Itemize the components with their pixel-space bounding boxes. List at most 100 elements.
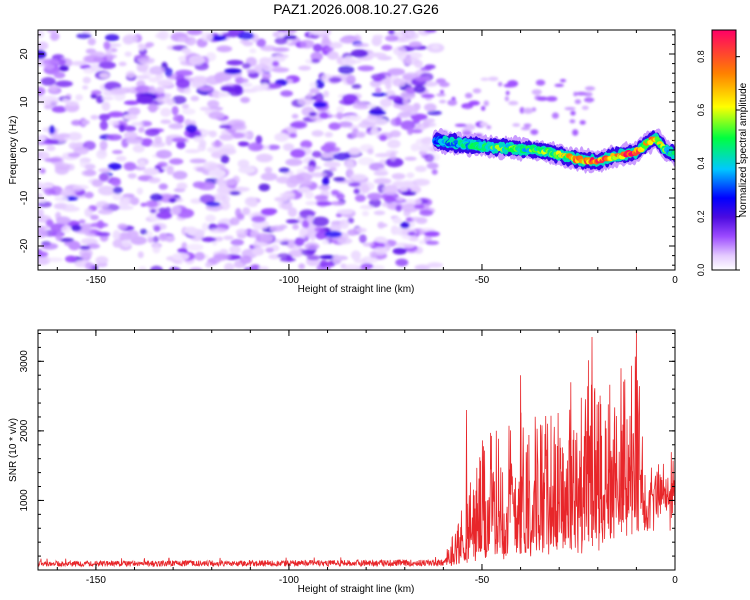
noise-speckle-blob <box>121 239 132 248</box>
noise-speckle-blob <box>327 51 339 60</box>
noise-speckle-blob <box>171 137 187 143</box>
noise-speckle-blob <box>155 149 172 159</box>
noise-speckle-blob <box>129 197 140 206</box>
noise-speckle-blob <box>306 254 321 261</box>
noise-speckle-blob <box>356 131 367 139</box>
colorbar-tick-label: 0.8 <box>696 50 706 63</box>
noise-speckle-blob <box>255 153 273 163</box>
noise-speckle-blob <box>223 179 237 186</box>
noise-speckle-blob <box>310 30 324 36</box>
noise-speckle-blob <box>388 30 395 35</box>
noise-speckle-blob <box>171 106 179 116</box>
noise-speckle-blob <box>454 123 467 127</box>
noise-speckle-blob <box>148 177 161 184</box>
noise-speckle-blob <box>216 45 233 53</box>
noise-speckle-blob <box>150 265 163 270</box>
noise-speckle-blob <box>404 156 417 161</box>
noise-speckle-blob <box>414 198 422 205</box>
noise-speckle-blob <box>507 80 519 88</box>
noise-speckle-blob <box>44 104 53 110</box>
noise-speckle-blob <box>190 198 203 204</box>
noise-speckle-blob <box>116 205 134 211</box>
noise-speckle-blob <box>322 239 329 245</box>
noise-speckle-blob <box>385 157 404 168</box>
noise-speckle-blob <box>220 85 236 92</box>
noise-speckle-blob <box>357 157 375 166</box>
noise-speckle-blob <box>308 111 317 117</box>
noise-speckle-blob <box>260 172 278 181</box>
noise-speckle-blob <box>348 147 361 155</box>
noise-speckle-blob <box>59 237 75 243</box>
noise-speckle-blob <box>472 88 482 94</box>
noise-speckle-blob <box>400 221 410 229</box>
noise-speckle-blob <box>125 138 143 145</box>
noise-speckle-blob <box>299 227 309 236</box>
noise-speckle-blob <box>584 86 596 91</box>
noise-speckle-blob <box>219 134 235 141</box>
noise-speckle-blob <box>199 139 207 148</box>
noise-speckle-blob <box>155 86 165 95</box>
noise-speckle-blob <box>242 207 251 216</box>
snr-frame <box>37 329 676 571</box>
noise-speckle-blob <box>138 126 145 133</box>
noise-speckle-blob <box>414 264 431 270</box>
noise-speckle-blob <box>91 179 104 188</box>
noise-speckle-blob <box>480 77 490 81</box>
noise-speckle-blob <box>260 208 277 216</box>
noise-speckle-blob <box>300 140 313 149</box>
noise-speckle-blob <box>209 227 228 234</box>
noise-speckle-blob <box>143 167 160 176</box>
noise-speckle-blob <box>255 135 263 144</box>
noise-speckle-blob <box>169 158 184 165</box>
noise-speckle-blob <box>410 129 423 134</box>
noise-speckle-blob <box>99 120 109 131</box>
noise-speckle-blob <box>285 158 303 166</box>
noise-speckle-blob <box>194 251 205 261</box>
noise-speckle-blob <box>127 107 141 116</box>
noise-speckle-blob <box>189 267 203 270</box>
noise-speckle-blob <box>387 68 406 76</box>
noise-speckle-blob <box>530 129 539 136</box>
noise-speckle-blob <box>299 39 315 49</box>
noise-speckle-blob <box>98 173 109 182</box>
noise-speckle-blob <box>235 228 249 236</box>
noise-speckle-blob <box>298 65 311 71</box>
noise-speckle-blob <box>201 237 217 242</box>
spectrogram-y-tick-label: 10 <box>19 96 30 108</box>
noise-speckle-blob <box>551 112 559 119</box>
noise-speckle-blob <box>372 34 384 40</box>
noise-speckle-blob <box>38 86 46 96</box>
noise-speckle-blob <box>124 125 137 132</box>
noise-speckle-blob <box>235 208 242 218</box>
noise-speckle-blob <box>38 151 50 160</box>
noise-speckle-blob <box>373 77 383 82</box>
noise-speckle-blob <box>138 160 146 169</box>
noise-speckle-blob <box>330 223 342 233</box>
noise-speckle-blob <box>97 220 105 229</box>
noise-speckle-blob <box>123 131 138 140</box>
noise-speckle-blob <box>201 32 214 42</box>
noise-speckle-blob <box>115 155 127 162</box>
noise-speckle-blob <box>65 100 79 107</box>
noise-speckle-blob <box>110 178 121 187</box>
noise-speckle-blob <box>136 64 148 73</box>
snr-y-axis-label: SNR (10 * v/v) <box>8 418 19 482</box>
noise-speckle-blob <box>447 99 458 106</box>
colorbar-tick-label: 0.4 <box>696 157 706 170</box>
noise-speckle-blob <box>488 76 499 82</box>
noise-speckle-blob <box>71 119 83 126</box>
noise-speckle-blob <box>367 103 376 108</box>
noise-speckle-blob <box>157 161 168 168</box>
noise-speckle-blob <box>381 202 389 207</box>
noise-speckle-blob <box>229 245 241 255</box>
noise-speckle-blob <box>415 165 427 172</box>
noise-speckle-blob <box>168 123 184 130</box>
noise-speckle-blob <box>207 100 220 108</box>
noise-speckle-blob <box>414 76 431 82</box>
noise-speckle-blob <box>184 36 197 46</box>
noise-speckle-blob <box>546 96 558 102</box>
noise-speckle-blob <box>121 138 129 148</box>
noise-speckle-blob <box>96 95 104 104</box>
noise-speckle-blob <box>71 61 87 66</box>
noise-speckle-blob <box>156 211 172 220</box>
